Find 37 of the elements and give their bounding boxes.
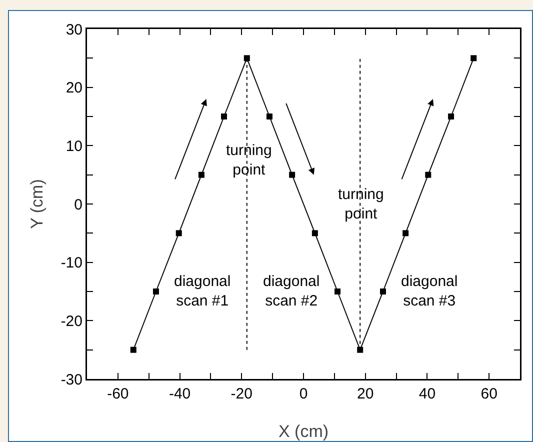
annotation: diagonal scan #1 [174, 273, 231, 310]
y-tick-label: 30 [66, 21, 82, 38]
annotation: diagonal scan #2 [263, 273, 320, 310]
annotation: diagonal scan #3 [401, 273, 458, 310]
point [470, 55, 477, 62]
y-tick-label: -10 [60, 254, 82, 272]
x-tick-label: -20 [230, 386, 252, 402]
point [312, 230, 318, 236]
annotation: turning point [226, 142, 272, 178]
point [198, 172, 204, 178]
point [402, 230, 409, 236]
x-axis-title: X (cm) [278, 422, 329, 441]
point [176, 230, 182, 236]
point [425, 172, 432, 178]
y-tick-label: 10 [66, 138, 82, 155]
y-tick-label: 20 [66, 80, 82, 97]
point [130, 346, 136, 353]
x-tick-label: 60 [480, 386, 498, 402]
x-tick-label: 0 [299, 386, 308, 402]
x-tick-label: 40 [418, 386, 436, 402]
annotation: turning point [338, 186, 384, 222]
point [289, 172, 296, 178]
x-tick-label: -60 [107, 386, 129, 402]
point [380, 288, 386, 294]
x-tick-label: -40 [168, 386, 191, 402]
point [334, 288, 341, 294]
y-tick-label: -30 [60, 371, 82, 388]
point [244, 55, 250, 62]
point [152, 288, 159, 294]
point [266, 114, 272, 120]
x-tick-label: 20 [357, 386, 374, 402]
y-tick-label: 0 [74, 196, 82, 214]
point [357, 346, 364, 353]
point [221, 114, 228, 120]
y-axis-title: Y (cm) [28, 179, 46, 229]
y-tick-label: -20 [60, 312, 82, 330]
point [448, 114, 454, 120]
